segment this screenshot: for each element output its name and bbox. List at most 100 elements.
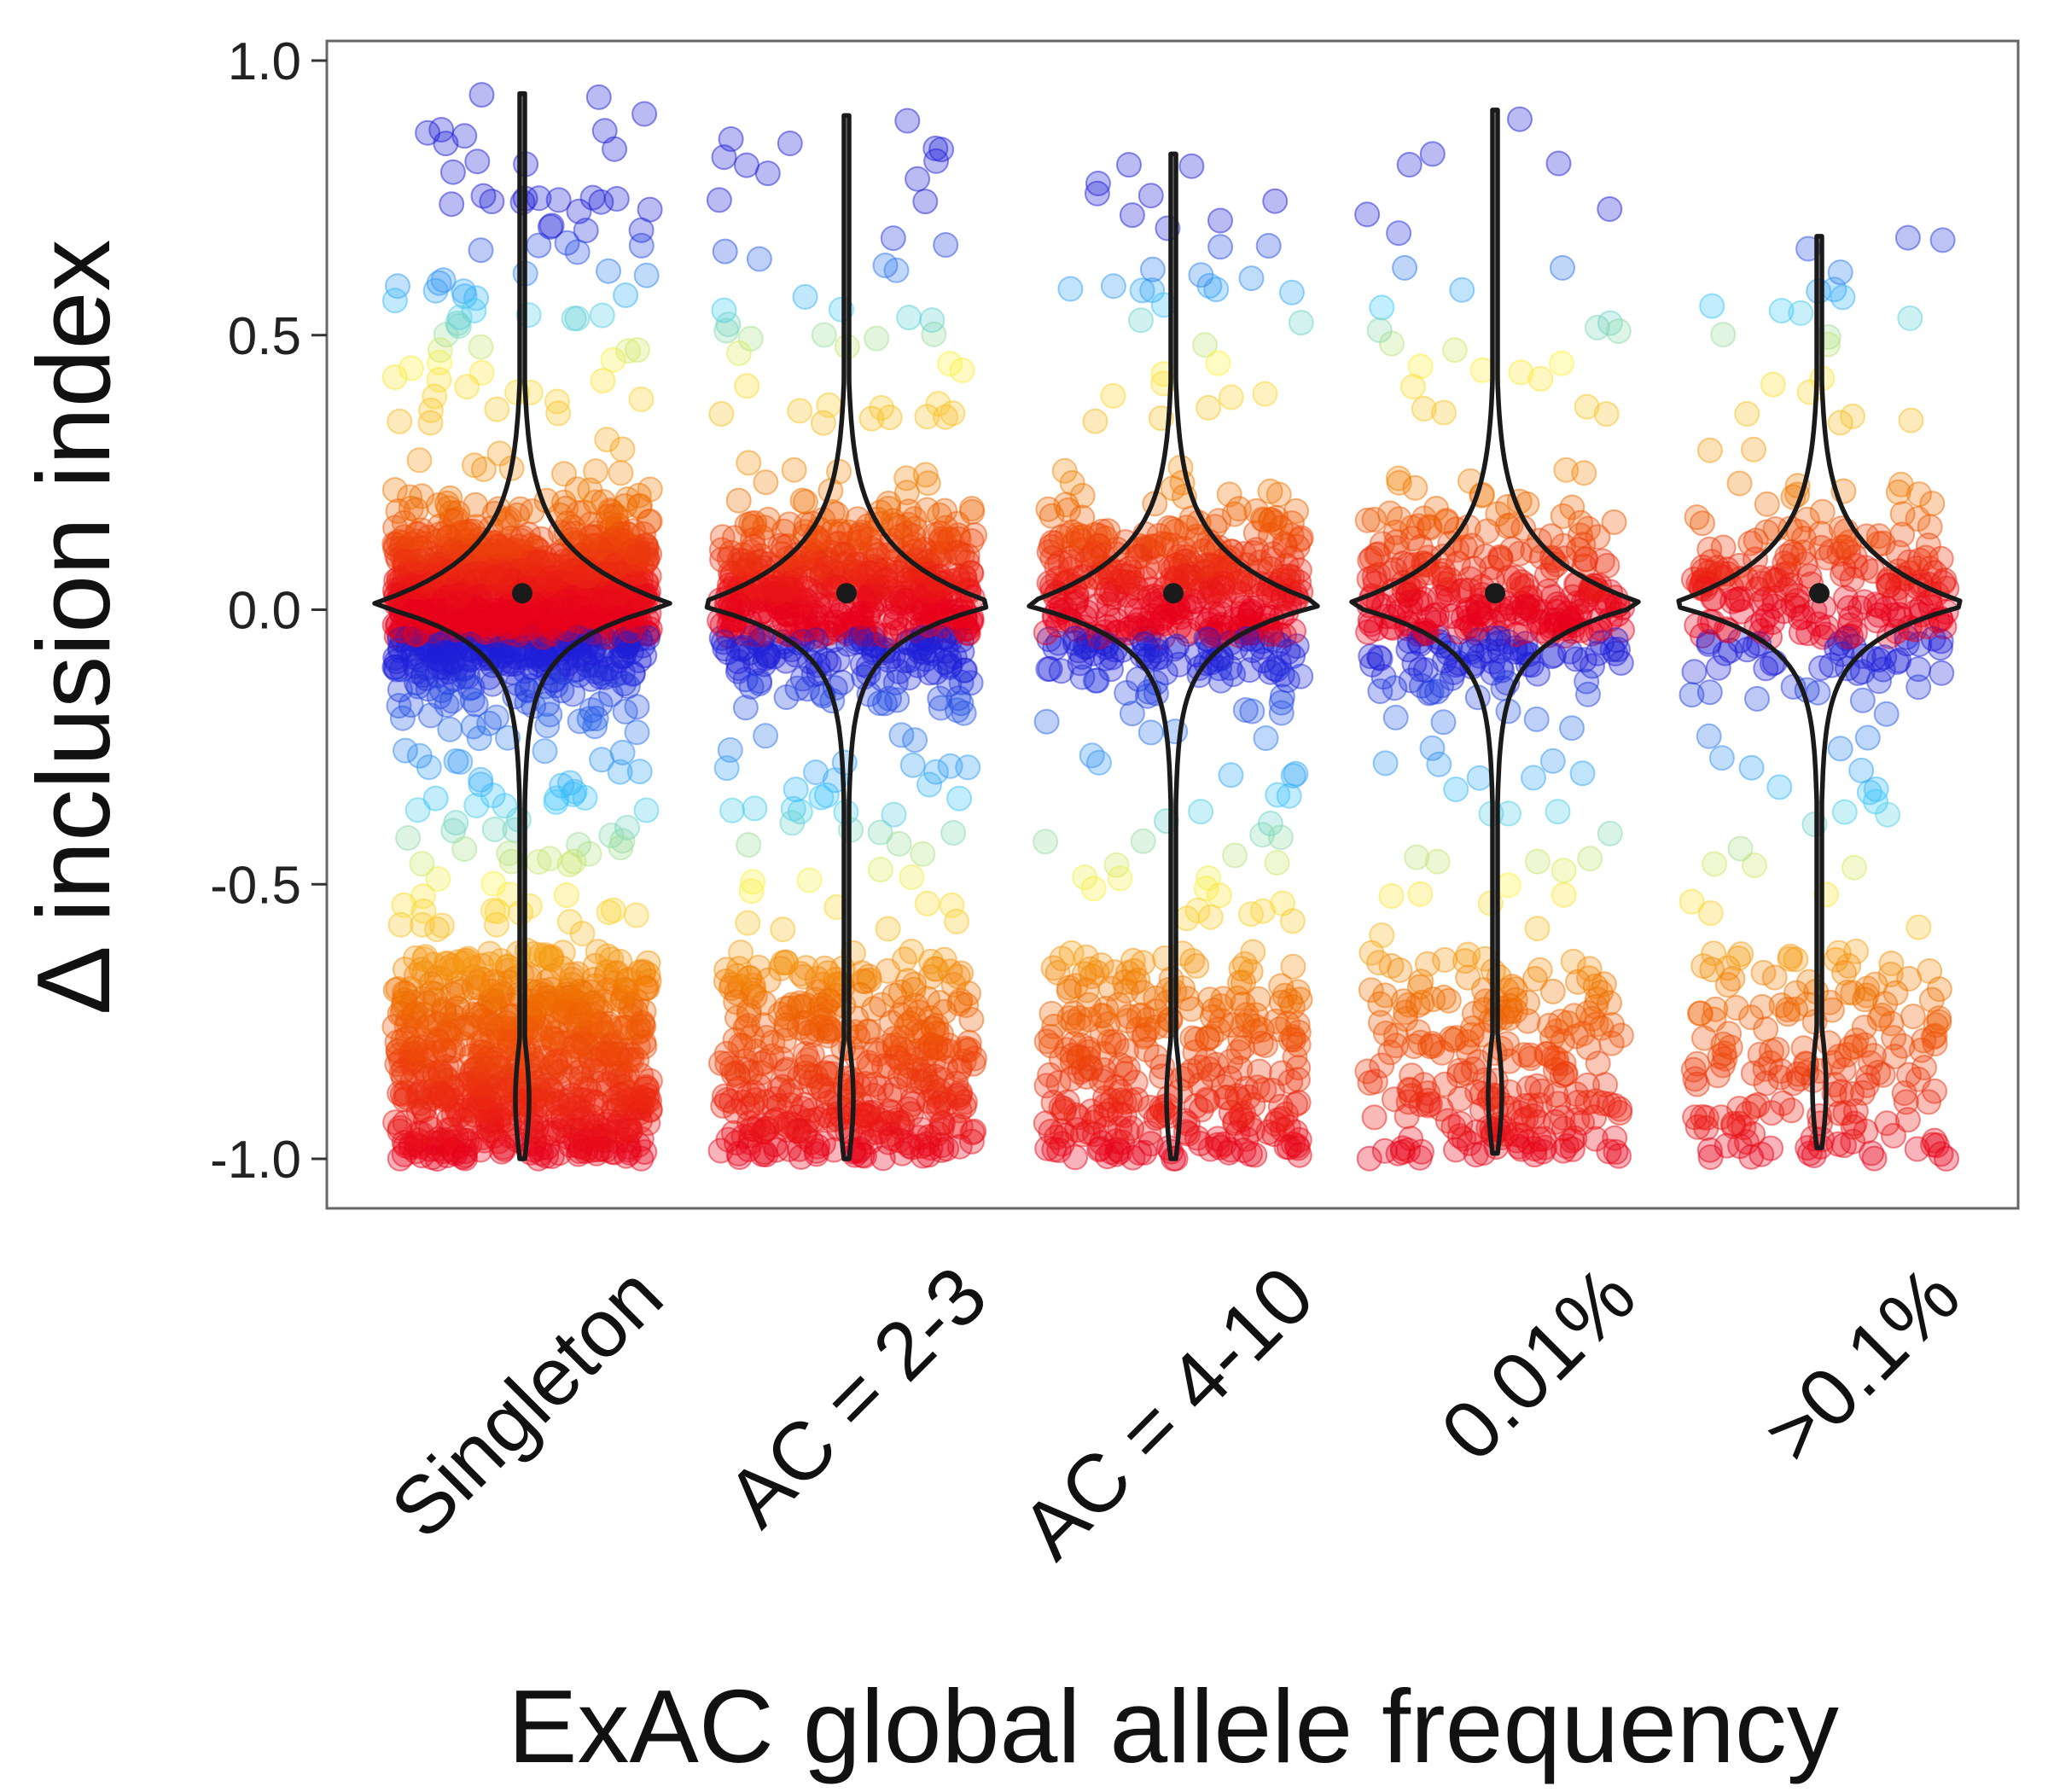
jitter-point [1783,946,1809,973]
jitter-point [620,538,646,564]
jitter-point [446,582,473,608]
jitter-point [1231,1100,1256,1126]
jitter-point [451,836,478,862]
jitter-point [823,616,850,643]
jitter-point [1122,1069,1149,1096]
jitter-point [1870,1062,1896,1088]
jitter-point [538,944,565,970]
jitter-point [1766,774,1793,800]
jitter-point [711,144,737,171]
jitter-point [1809,498,1836,525]
jitter-point [463,792,490,818]
jitter-point [894,108,921,134]
jitter-point [1279,908,1306,934]
jitter-point [808,784,835,811]
jitter-point [418,397,445,423]
jitter-point [1207,234,1234,260]
jitter-point [1521,765,1546,791]
jitter-point [878,1121,905,1148]
jitter-point [1893,1089,1919,1115]
jitter-point [1597,820,1623,847]
jitter-point [1402,474,1428,501]
jitter-point [1485,630,1511,656]
jitter-point [1369,294,1395,321]
jitter-point [829,669,855,695]
jitter-point [484,899,510,924]
y-tick-label: 1.0 [228,32,301,91]
jitter-point [559,1082,585,1108]
jitter-point [845,1072,871,1098]
jitter-point [1753,1016,1779,1043]
jitter-point [900,523,927,550]
jitter-point [1885,539,1911,566]
jitter-point [773,684,800,710]
jitter-point [1200,1062,1226,1088]
jitter-point [1849,687,1876,713]
jitter-point [1754,491,1780,517]
jitter-point [1911,1055,1937,1081]
jitter-point [1253,1032,1278,1058]
jitter-point [1372,982,1399,1009]
x-tick-label: AC = 4-10 [1004,1249,1331,1576]
jitter-point [1768,992,1795,1018]
jitter-point [1805,679,1831,706]
jitter-point [1225,496,1252,522]
jitter-point [883,257,910,283]
jitter-point [1238,901,1264,928]
jitter-point [479,1013,504,1039]
jitter-point [1699,293,1725,319]
jitter-point [719,1088,744,1114]
jitter-point [426,270,452,296]
jitter-point [604,1113,631,1139]
jitter-point [1524,848,1551,875]
jitter-point [896,665,922,691]
jitter-point [1404,844,1430,870]
x-tick-label: AC = 2-3 [709,1249,1004,1544]
jitter-point [633,262,660,288]
jitter-point [1577,846,1603,872]
jitter-point [1361,1104,1388,1131]
jitter-point [1423,496,1450,521]
jitter-point [1184,952,1210,979]
jitter-point [1481,1040,1508,1067]
jitter-point [1275,638,1301,665]
jitter-point [806,996,833,1022]
jitter-point [422,597,448,624]
jitter-point [1438,1026,1464,1051]
jitter-point [1407,533,1434,560]
jitter-point [468,766,494,793]
jitter-point [404,1083,431,1109]
jitter-point [1119,1115,1144,1142]
jitter-point [1267,824,1294,851]
jitter-point [446,304,473,330]
jitter-point [876,1082,903,1108]
jitter-point [1452,948,1478,975]
jitter-point [1195,1088,1221,1114]
jitter-point [897,604,923,631]
jitter-point [406,447,433,474]
jitter-point [1430,984,1457,1010]
jitter-point [600,897,626,923]
jitter-point [404,620,430,647]
jitter-point [1740,1060,1766,1086]
jitter-point [1774,543,1801,569]
jitter-point [387,408,413,434]
jitter-point [1424,848,1451,875]
jitter-point [1188,799,1214,825]
jitter-point [1407,881,1434,907]
jitter-point [625,337,650,364]
jitter-point [602,136,628,162]
jitter-point [789,487,816,514]
jitter-point [618,639,644,666]
jitter-point [1601,509,1627,535]
jitter-point [1354,507,1381,533]
jitter-point [776,1082,802,1108]
jitter-point [1093,1102,1120,1127]
jitter-point [439,191,465,218]
y-tick-label: -1.0 [210,1131,301,1190]
jitter-point [1364,542,1390,568]
jitter-point [912,189,939,215]
jitter-point [1545,150,1572,177]
median-point [1163,583,1184,604]
